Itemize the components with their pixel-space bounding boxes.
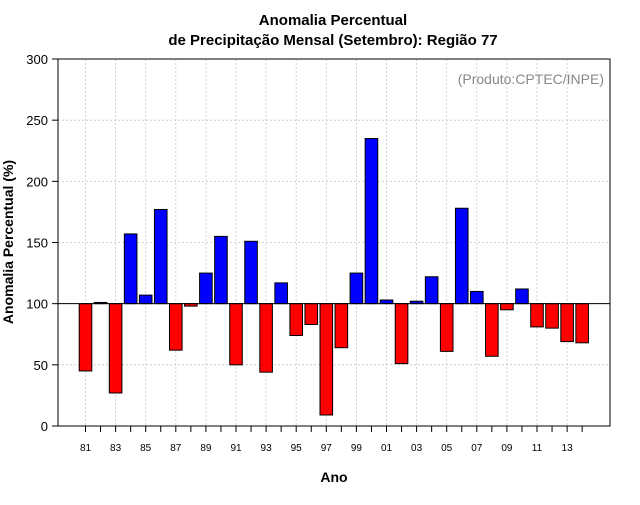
bar-2007: [470, 290, 484, 305]
bar-1994: [274, 282, 288, 305]
bar-1986: [153, 208, 168, 305]
bar-2005: [439, 303, 454, 352]
bar-series: [78, 138, 589, 416]
bar-2009: [500, 303, 514, 311]
x-tick-label: 83: [110, 443, 122, 454]
chart-title: Anomalia Percentual: [259, 12, 407, 29]
bar-1984: [123, 233, 138, 305]
y-tick-label: 200: [26, 174, 48, 189]
y-tick-label: 250: [26, 113, 48, 128]
bar-2002: [394, 303, 409, 365]
gridlines: [58, 58, 610, 427]
y-tick-label: 50: [34, 358, 48, 373]
bar-1997: [319, 303, 334, 416]
bar-2000: [364, 138, 379, 305]
bar-2006: [454, 207, 469, 305]
y-tick-label: 0: [41, 419, 48, 434]
bar-2004: [424, 276, 439, 305]
x-tick-label: 93: [261, 443, 273, 454]
x-tick-label: 89: [200, 443, 212, 454]
y-tick-label: 150: [26, 236, 48, 251]
x-tick-label: 97: [321, 443, 333, 454]
bar-2012: [545, 303, 559, 329]
bar-2010: [515, 288, 529, 305]
y-axis-label: Anomalia Percentual (%): [0, 160, 16, 324]
bar-1993: [259, 303, 273, 373]
x-tick-label: 91: [230, 443, 242, 454]
x-tick-label: 03: [411, 443, 423, 454]
y-tick-label: 300: [26, 52, 48, 67]
y-tick-label: 100: [26, 297, 48, 312]
bar-1996: [304, 303, 319, 325]
bar-1989: [199, 272, 213, 305]
bar-2008: [485, 303, 499, 357]
x-tick-label: 05: [441, 443, 453, 454]
bar-2014: [575, 303, 589, 344]
credit-label: (Produto:CPTEC/INPE): [458, 71, 604, 87]
bar-1999: [349, 272, 364, 305]
bar-1987: [169, 303, 183, 351]
x-tick-label: 11: [532, 443, 543, 454]
x-tick-label: 85: [140, 443, 152, 454]
x-tick-label: 81: [80, 443, 92, 454]
bar-1983: [108, 303, 123, 394]
bar-1992: [244, 240, 258, 305]
x-axis-label: Ano: [320, 469, 347, 485]
x-tick-label: 13: [562, 443, 574, 454]
x-tick-label: 99: [351, 443, 363, 454]
bar-1995: [289, 303, 303, 336]
bar-1991: [229, 303, 243, 366]
bar-1985: [138, 294, 153, 305]
chart-subtitle: de Precipitação Mensal (Setembro): Regiã…: [168, 32, 497, 49]
bar-2011: [530, 303, 544, 328]
x-tick-label: 87: [170, 443, 182, 454]
bar-1981: [78, 303, 93, 372]
x-tick-label: 09: [501, 443, 513, 454]
x-tick-label: 95: [291, 443, 303, 454]
bar-2001: [379, 299, 394, 305]
x-tick-label: 01: [381, 443, 393, 454]
bar-2013: [560, 303, 574, 343]
x-tick-label: 07: [471, 443, 483, 454]
bar-1990: [214, 235, 228, 305]
bar-1998: [334, 303, 349, 349]
